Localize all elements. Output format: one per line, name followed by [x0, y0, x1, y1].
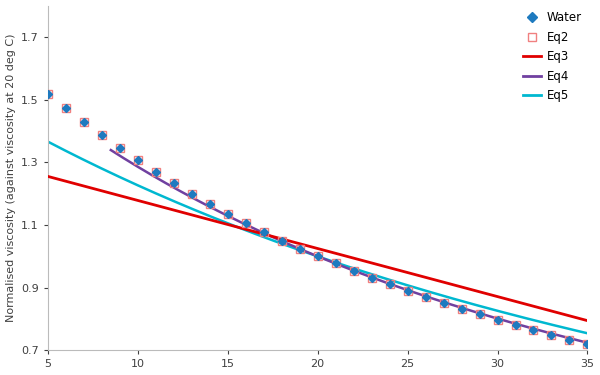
Y-axis label: Normalised viscosity (against viscosity at 20 deg C): Normalised viscosity (against viscosity …: [5, 34, 16, 322]
Legend: Water, Eq2, Eq3, Eq4, Eq5: Water, Eq2, Eq3, Eq4, Eq5: [523, 12, 581, 102]
